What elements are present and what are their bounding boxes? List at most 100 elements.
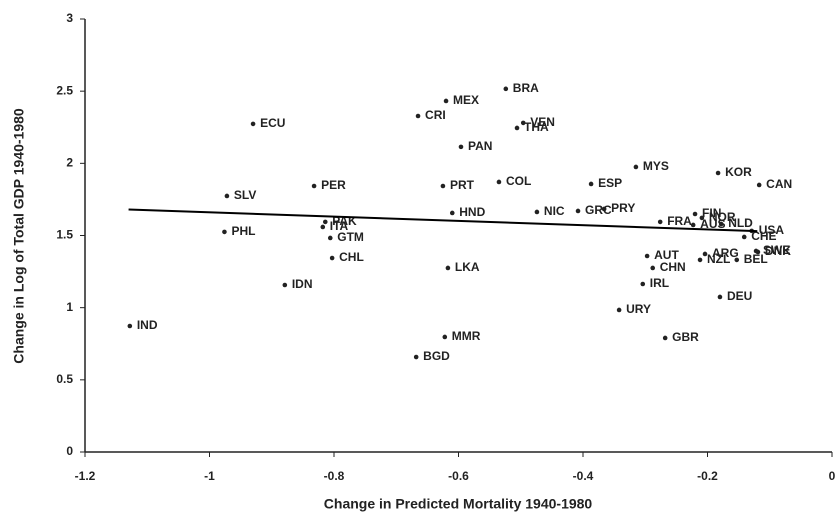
point-label: GRC — [585, 203, 612, 217]
point-label: BRA — [513, 81, 539, 95]
point — [449, 210, 455, 216]
point-label: PAN — [468, 139, 492, 153]
x-tick-label: -0.2 — [697, 469, 718, 483]
point-label: ITA — [330, 219, 349, 233]
point — [741, 234, 747, 240]
x-tick-label: -1.2 — [75, 469, 96, 483]
x-tick-label: -1 — [204, 469, 215, 483]
point-label: CHN — [660, 260, 686, 274]
point — [575, 208, 581, 214]
point — [699, 215, 705, 221]
point-label: CRI — [425, 108, 446, 122]
point — [320, 224, 326, 230]
point-label: SLV — [234, 188, 256, 202]
point — [443, 98, 449, 104]
point — [282, 282, 288, 288]
point — [697, 257, 703, 263]
point — [734, 257, 740, 263]
point-label: COL — [506, 174, 531, 188]
point — [458, 144, 464, 150]
point-label: THA — [524, 120, 549, 134]
y-tick-label: 3 — [66, 11, 73, 25]
point-label: BEL — [744, 252, 768, 266]
point-label: USA — [759, 223, 785, 237]
point-label: IRL — [650, 276, 669, 290]
x-tick-label: 0 — [829, 469, 836, 483]
point-label: NZL — [707, 252, 730, 266]
point-label: VEN — [530, 115, 555, 129]
point-label: PER — [321, 178, 346, 192]
point-label: BGD — [423, 349, 450, 363]
point-label: NOR — [709, 210, 736, 224]
point — [250, 121, 256, 127]
point — [717, 294, 723, 300]
point — [222, 229, 227, 235]
point-label: MYS — [643, 159, 669, 173]
point-label: IDN — [292, 277, 313, 291]
point — [616, 307, 622, 313]
point-label: PRT — [450, 178, 475, 192]
y-tick-label: 2 — [66, 156, 73, 170]
point — [650, 265, 656, 271]
point-label: ESP — [598, 176, 622, 190]
x-axis-title: Change in Predicted Mortality 1940-1980 — [324, 496, 593, 512]
point-label: KOR — [725, 165, 752, 179]
point-label: PRY — [611, 201, 635, 215]
y-tick-label: 1 — [66, 300, 73, 314]
point-label: URY — [626, 302, 651, 316]
point-label: AUT — [654, 248, 679, 262]
x-tick-label: -0.8 — [324, 469, 345, 483]
point — [718, 221, 724, 227]
point-label: FRA — [667, 214, 692, 228]
point — [588, 181, 594, 187]
point-label: DNK — [765, 244, 791, 258]
point — [640, 281, 646, 287]
y-tick-label: 0 — [66, 444, 73, 458]
point — [633, 164, 639, 170]
point-label: CAN — [766, 177, 792, 191]
point — [503, 86, 509, 92]
point — [311, 183, 317, 189]
point-label: CHL — [339, 250, 364, 264]
point-label: GBR — [672, 330, 699, 344]
point — [520, 120, 526, 126]
point-label: ARG — [712, 246, 739, 260]
point — [440, 183, 446, 189]
point — [496, 179, 502, 185]
point-label: MEX — [453, 93, 479, 107]
point-label: AUS — [700, 217, 725, 231]
x-tick-label: -0.4 — [573, 469, 594, 483]
point-label: LKA — [455, 260, 480, 274]
y-tick-label: 2.5 — [56, 83, 73, 97]
x-tick-label: -0.6 — [448, 469, 469, 483]
point-label: NLD — [728, 216, 753, 230]
point-label: CHE — [751, 229, 776, 243]
point — [662, 335, 668, 341]
y-tick-label: 0.5 — [56, 372, 73, 386]
trend-line — [128, 208, 758, 233]
point-label: PHL — [231, 224, 255, 238]
point-label: NIC — [544, 204, 565, 218]
point-label: GTM — [337, 230, 364, 244]
point — [755, 249, 761, 255]
point — [442, 334, 448, 340]
point-label: ECU — [260, 116, 285, 130]
point — [601, 206, 607, 212]
point-label: MMR — [452, 329, 481, 343]
point-label: IND — [137, 318, 158, 332]
point — [445, 265, 451, 271]
point — [690, 222, 696, 228]
point — [224, 193, 230, 199]
point — [715, 170, 721, 176]
point-label: SWE — [763, 243, 790, 257]
point-label: HND — [459, 205, 485, 219]
point — [327, 235, 333, 241]
point — [127, 323, 133, 329]
point — [692, 211, 698, 217]
point — [413, 354, 419, 360]
point — [534, 209, 540, 215]
point — [657, 219, 663, 225]
y-axis-title: Change in Log of Total GDP 1940-1980 — [11, 108, 27, 364]
